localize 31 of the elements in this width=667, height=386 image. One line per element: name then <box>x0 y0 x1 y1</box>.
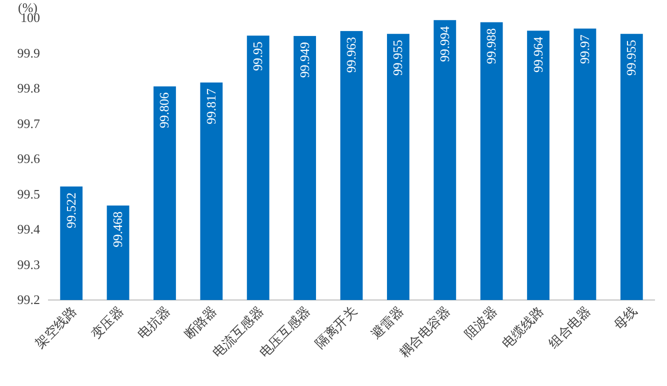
data-label: 99.806 <box>156 92 172 128</box>
data-label: 99.949 <box>296 42 312 78</box>
data-label: 99.964 <box>530 36 546 72</box>
data-label: 99.97 <box>576 34 592 64</box>
data-label: 99.955 <box>624 40 639 76</box>
data-label: 99.994 <box>436 26 452 62</box>
y-tick-label: 99.4 <box>17 222 40 236</box>
x-tick-label: 组合电器 <box>546 304 594 352</box>
x-tick-label: 架空线路 <box>32 304 80 352</box>
x-tick-label: 避雷器 <box>368 304 408 342</box>
y-tick-label: 99.2 <box>17 292 40 307</box>
y-tick-label: 99.8 <box>17 80 40 96</box>
x-tick-label: 断路器 <box>182 304 220 342</box>
data-label: 99.468 <box>110 212 126 248</box>
data-label: 99.817 <box>203 88 218 124</box>
x-tick-label: 隔离开关 <box>312 304 360 352</box>
x-tick-label: 阻波器 <box>462 304 500 342</box>
data-label: 99.95 <box>250 42 266 71</box>
data-label: 99.522 <box>63 192 78 228</box>
y-tick-label: 99.7 <box>17 116 40 131</box>
y-tick-label: 99.9 <box>17 45 40 60</box>
y-tick-label: 99.3 <box>17 256 40 272</box>
y-tick-label: 99.6 <box>17 151 40 166</box>
x-tick-label: 母线 <box>611 304 640 334</box>
y-tick-label: 99.5 <box>17 186 40 202</box>
data-label: 99.988 <box>484 28 499 64</box>
x-tick-label: 电抗器 <box>135 304 174 342</box>
x-tick-label: 电缆线路 <box>500 304 548 352</box>
x-tick-label: 变压器 <box>88 304 127 342</box>
data-label: 99.963 <box>344 37 358 73</box>
data-label: 99.955 <box>390 40 406 76</box>
